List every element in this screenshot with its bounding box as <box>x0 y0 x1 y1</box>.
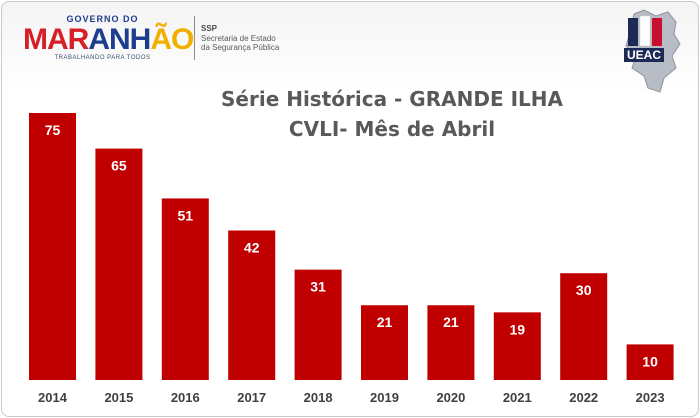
bar-2018 <box>294 269 342 380</box>
bar-2014 <box>29 113 76 380</box>
x-tick-label-2018: 2018 <box>304 390 333 405</box>
ssp-line-1: Secretaria de Estado <box>201 34 276 43</box>
logo-slogan: TRABALHANDO PARA TODOS <box>54 55 151 61</box>
bar-2021 <box>493 312 541 380</box>
value-label-2023: 10 <box>642 353 658 369</box>
x-tick-label-2015: 2015 <box>104 390 133 405</box>
ssp-abbr: SSP <box>201 24 218 33</box>
bar-2017 <box>228 230 276 380</box>
chart-title-line-1: Série Histórica - GRANDE ILHA <box>221 87 563 111</box>
bar-2019 <box>361 305 408 380</box>
x-tick-label-2023: 2023 <box>636 390 665 405</box>
bar-2015 <box>95 148 143 380</box>
value-label-2022: 30 <box>576 282 592 298</box>
value-label-2018: 31 <box>310 279 326 295</box>
x-tick-label-2014: 2014 <box>38 390 68 405</box>
chart-title-line-2: CVLI- Mês de Abril <box>288 117 496 141</box>
logo-divider <box>194 16 195 60</box>
logo-main-part2: ANH <box>88 23 151 56</box>
value-label-2021: 19 <box>510 321 526 337</box>
ueac-logo: UEAC <box>614 8 690 96</box>
logo-main-part1: MAR <box>23 23 89 56</box>
value-label-2020: 21 <box>443 314 459 330</box>
ueac-label: UEAC <box>624 48 665 62</box>
bar-2023 <box>626 344 674 380</box>
logo-main-text: MARANHÃO <box>23 23 194 56</box>
bar-2016 <box>161 198 209 380</box>
ssp-line-2: da Segurança Pública <box>201 43 280 52</box>
x-tick-label-2021: 2021 <box>503 390 532 405</box>
value-label-2019: 21 <box>377 314 393 330</box>
x-tick-label-2017: 2017 <box>237 390 266 405</box>
value-label-2017: 42 <box>244 239 260 255</box>
logo-main-part3: ÃO <box>150 23 194 56</box>
x-tick-label-2016: 2016 <box>171 390 200 405</box>
value-label-2016: 51 <box>178 207 194 223</box>
value-label-2015: 65 <box>111 158 127 174</box>
value-label-2014: 75 <box>45 122 61 138</box>
ssp-logo: SSP Secretaria de Estado da Segurança Pú… <box>201 24 279 52</box>
x-tick-label-2019: 2019 <box>370 390 399 405</box>
bar-2022 <box>560 273 608 380</box>
x-tick-label-2022: 2022 <box>569 390 598 405</box>
bar-2020 <box>427 305 475 380</box>
governo-maranhao-logo: GOVERNO DO MARANHÃO TRABALHANDO PARA TOD… <box>20 12 194 68</box>
logo-top-text: GOVERNO DO <box>66 14 139 24</box>
x-tick-label-2020: 2020 <box>436 390 465 405</box>
